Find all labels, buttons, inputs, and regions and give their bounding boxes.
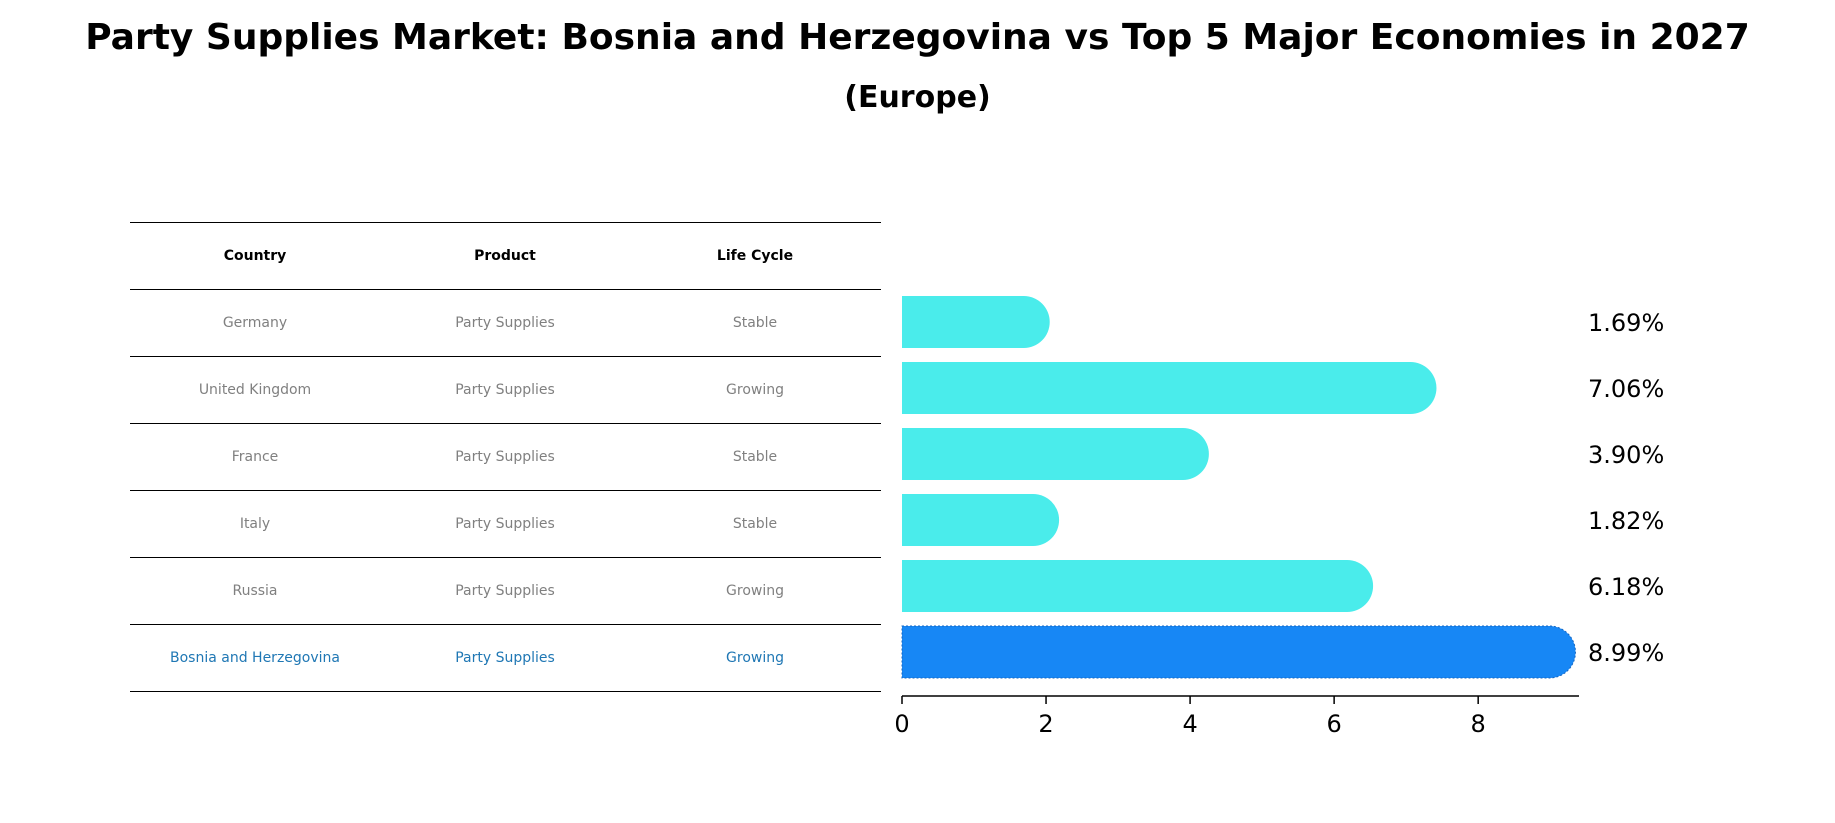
life-cycle-cell: Stable	[732, 315, 778, 331]
country-cell: United Kingdom	[198, 382, 312, 398]
life-cycle-cell: Growing	[726, 650, 784, 666]
bar	[902, 428, 1209, 480]
bar-value-label: 1.82%	[1588, 507, 1664, 535]
bar-value-label: 8.99%	[1588, 639, 1664, 667]
x-tick-label: 4	[1182, 710, 1197, 738]
column-header-country: Country	[223, 248, 287, 264]
x-tick-label: 2	[1038, 710, 1053, 738]
product-cell: Party Supplies	[455, 449, 555, 465]
bar	[902, 296, 1050, 348]
column-header-product: Product	[474, 248, 536, 264]
country-cell: Russia	[232, 583, 278, 599]
country-cell: Bosnia and Herzegovina	[170, 650, 340, 666]
table-row: Italy Party Supplies Stable	[130, 490, 881, 557]
life-cycle-cell: Growing	[726, 382, 784, 398]
bar	[902, 560, 1374, 612]
chart-title: Party Supplies Market: Bosnia and Herzeg…	[85, 17, 1750, 58]
life-cycle-cell: Stable	[732, 516, 778, 532]
product-cell: Party Supplies	[455, 516, 555, 532]
table-row-highlighted: Bosnia and Herzegovina Party Supplies Gr…	[130, 624, 881, 692]
table-row: Germany Party Supplies Stable	[130, 289, 881, 356]
country-cell: France	[231, 449, 279, 465]
chart-subtitle: (Europe)	[844, 80, 991, 115]
country-cell: Italy	[239, 516, 271, 532]
info-table: Country Product Life Cycle Germany Party…	[130, 222, 881, 692]
table-row: Russia Party Supplies Growing	[130, 557, 881, 624]
bar	[902, 494, 1060, 546]
bar-value-label: 7.06%	[1588, 375, 1664, 403]
life-cycle-cell: Growing	[726, 583, 784, 599]
column-header-life-cycle: Life Cycle	[716, 248, 794, 264]
table-row: United Kingdom Party Supplies Growing	[130, 356, 881, 423]
product-cell: Party Supplies	[455, 382, 555, 398]
bar-value-label: 1.69%	[1588, 309, 1664, 337]
bar	[902, 362, 1437, 414]
bar-highlighted	[901, 625, 1576, 679]
bar-value-label: 6.18%	[1588, 573, 1664, 601]
product-cell: Party Supplies	[455, 650, 555, 666]
table-header-row: Country Product Life Cycle	[130, 222, 881, 289]
product-cell: Party Supplies	[455, 315, 555, 331]
product-cell: Party Supplies	[455, 583, 555, 599]
table-row: France Party Supplies Stable	[130, 423, 881, 490]
x-tick-label: 8	[1471, 710, 1486, 738]
country-cell: Germany	[222, 315, 288, 331]
life-cycle-cell: Stable	[732, 449, 778, 465]
x-tick-label: 6	[1326, 710, 1341, 738]
x-tick-label: 0	[894, 710, 909, 738]
bar-value-label: 3.90%	[1588, 441, 1664, 469]
